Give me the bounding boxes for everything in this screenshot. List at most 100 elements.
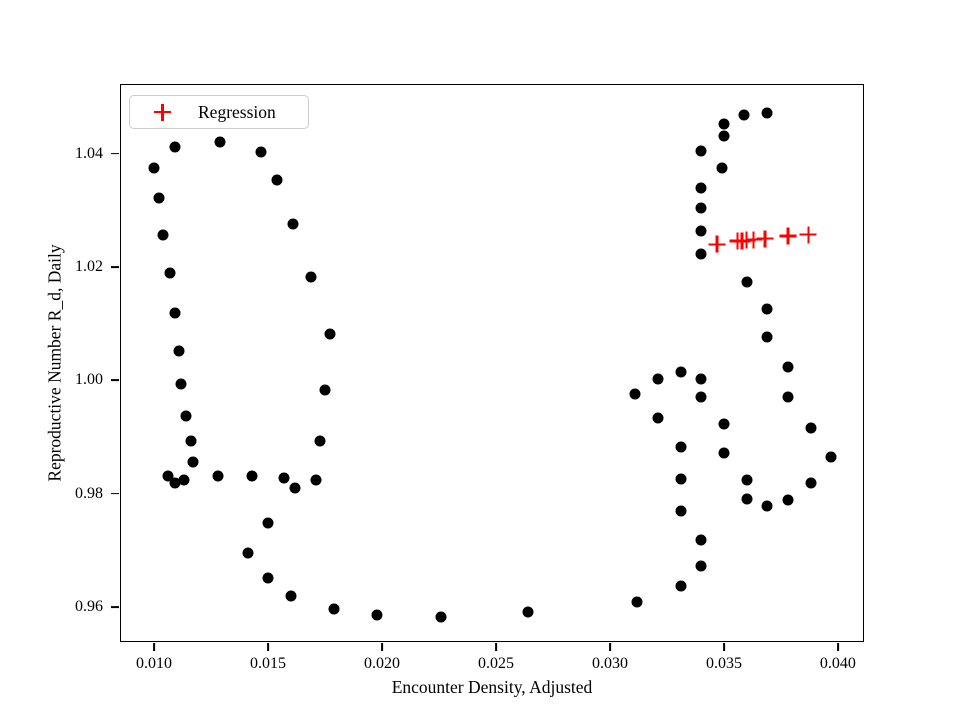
data-point	[180, 410, 192, 422]
y-tick	[111, 152, 120, 155]
data-point	[162, 470, 174, 481]
regression-plus-icon	[154, 103, 171, 121]
data-point	[695, 560, 707, 572]
data-point	[675, 366, 687, 378]
data-point	[153, 192, 165, 204]
plot-area: Regression Encounter Density, Adjusted R…	[45, 84, 864, 697]
y-tick-label: 0.98	[75, 484, 103, 502]
x-tick	[837, 642, 839, 651]
data-point	[738, 109, 750, 121]
data-point	[695, 225, 707, 237]
data-point	[695, 391, 707, 403]
x-axis-label: Encounter Density, Adjusted	[391, 677, 593, 697]
data-point	[157, 229, 169, 241]
y-tick-label: 1.02	[75, 257, 103, 275]
data-point	[741, 474, 753, 486]
regression-plus-marker	[799, 226, 817, 244]
regression-plus-marker	[779, 227, 797, 245]
data-point	[761, 303, 773, 315]
data-point	[718, 118, 730, 130]
data-point	[761, 107, 773, 119]
data-point	[175, 378, 187, 390]
x-tick-label: 0.035	[705, 655, 742, 672]
data-point	[761, 500, 773, 512]
data-point	[716, 162, 728, 174]
x-tick	[609, 642, 611, 651]
data-point	[328, 603, 340, 615]
data-point	[652, 412, 664, 424]
x-tick-label: 0.025	[477, 655, 514, 672]
x-tick	[381, 642, 383, 651]
data-point	[695, 182, 707, 194]
data-point	[805, 477, 817, 489]
data-point	[246, 470, 258, 482]
data-point	[262, 572, 274, 584]
data-point	[825, 451, 837, 463]
data-point	[631, 596, 643, 608]
data-point	[287, 218, 299, 230]
x-tick-label: 0.040	[819, 655, 856, 672]
data-point	[805, 422, 817, 434]
legend-label: Regression	[198, 101, 276, 122]
data-point	[695, 373, 707, 385]
data-point	[324, 328, 336, 340]
data-point	[718, 418, 730, 430]
regression-plus-marker	[756, 230, 774, 248]
data-point	[741, 493, 753, 505]
x-tick-label: 0.015	[250, 655, 287, 672]
data-point	[718, 130, 730, 142]
data-point	[718, 447, 730, 459]
data-point	[741, 276, 753, 288]
data-point	[675, 441, 687, 453]
data-point	[187, 456, 199, 468]
x-tick-label: 0.020	[364, 655, 400, 672]
data-point	[164, 267, 176, 279]
data-point	[285, 590, 297, 602]
data-point	[782, 391, 794, 403]
y-tick-label: 1.00	[75, 371, 103, 389]
data-point	[305, 271, 317, 283]
data-point	[652, 373, 664, 385]
data-point	[148, 162, 160, 174]
data-point	[278, 472, 290, 484]
y-tick-label: 1.04	[75, 144, 103, 162]
data-point	[214, 136, 226, 148]
x-tick	[267, 642, 269, 651]
legend: Regression	[129, 95, 309, 129]
data-point	[675, 580, 687, 592]
data-point	[262, 517, 274, 529]
data-point	[178, 474, 190, 486]
x-tick-label: 0.030	[591, 655, 628, 672]
regression-plus-marker	[745, 231, 763, 249]
data-point	[695, 534, 707, 546]
y-tick	[111, 492, 120, 495]
y-axis-label: Reproductive Number R_d, Daily	[44, 244, 65, 482]
data-point	[522, 606, 534, 618]
x-tick	[153, 642, 155, 651]
y-tick	[111, 266, 120, 268]
y-tick	[111, 606, 120, 608]
data-point	[695, 248, 707, 260]
data-point	[319, 384, 331, 396]
data-point	[255, 146, 267, 158]
data-point	[695, 202, 707, 214]
data-point	[675, 473, 687, 485]
data-point	[782, 494, 794, 506]
data-point	[782, 361, 794, 373]
data-point	[169, 141, 181, 153]
data-point	[185, 435, 197, 447]
data-point	[289, 482, 301, 494]
data-point	[169, 307, 181, 319]
data-point	[435, 611, 447, 623]
x-tick	[495, 642, 497, 651]
data-point	[173, 345, 185, 357]
y-tick-label: 0.96	[75, 597, 103, 615]
data-point	[212, 470, 224, 482]
y-tick	[111, 379, 120, 382]
data-point	[675, 505, 687, 517]
x-tick-label: 0.010	[136, 655, 173, 672]
data-point	[271, 174, 283, 186]
data-point	[629, 388, 641, 400]
regression-plus-marker	[708, 235, 726, 253]
